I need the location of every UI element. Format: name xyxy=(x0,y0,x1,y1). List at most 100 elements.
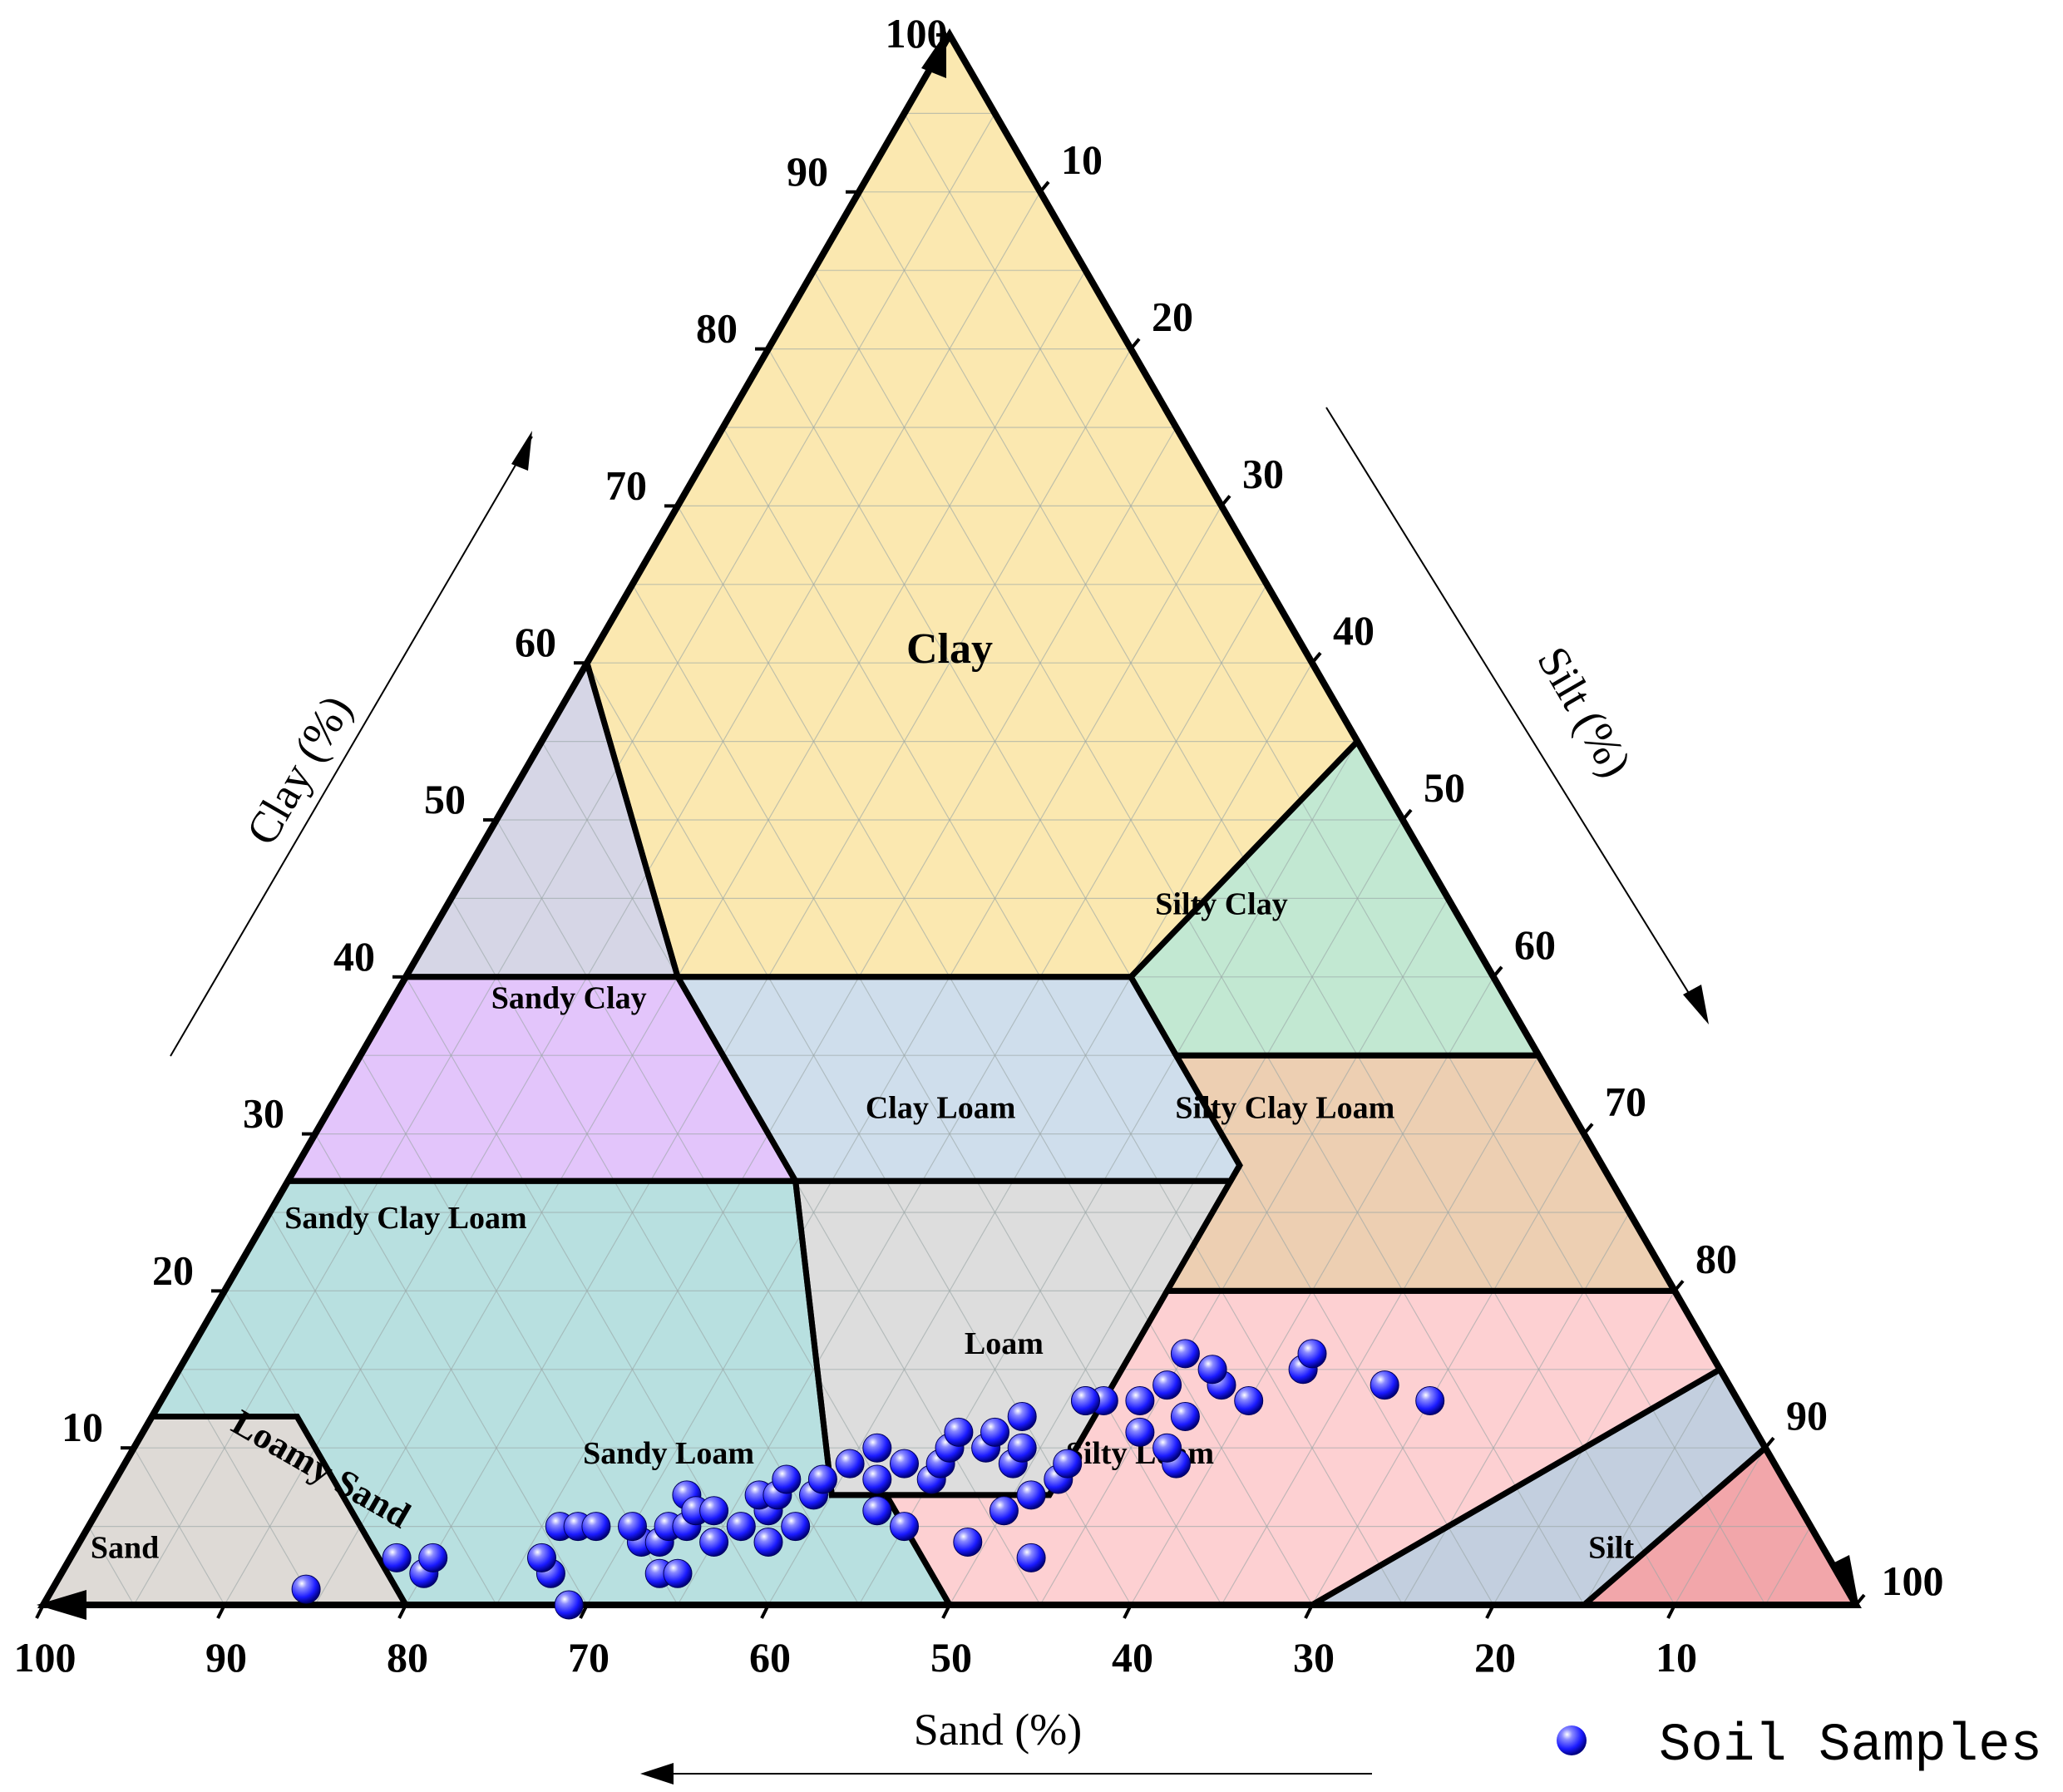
sand-tick-label: 30 xyxy=(1293,1634,1335,1681)
silt-tick-label: 100 xyxy=(1882,1558,1944,1604)
sample-point xyxy=(980,1417,1009,1447)
silt-axis-title: Silt (%) xyxy=(1528,639,1641,786)
sample-point xyxy=(835,1449,865,1479)
region-label-loam: Loam xyxy=(965,1326,1044,1361)
sample-point xyxy=(862,1464,892,1494)
sand-tick-mark xyxy=(760,1604,770,1619)
clay-tick-label: 50 xyxy=(424,776,466,822)
sample-point xyxy=(1197,1355,1227,1385)
sample-point xyxy=(944,1417,974,1447)
grid-line-sand xyxy=(314,1133,588,1606)
silt-tick-mark xyxy=(1673,1280,1685,1292)
silt-tick-mark xyxy=(1310,651,1322,664)
region-label-clay-loam: Clay Loam xyxy=(866,1091,1016,1126)
sample-point xyxy=(663,1558,693,1588)
grid-line-silt xyxy=(496,427,1177,1606)
region-label-sand: Sand xyxy=(91,1530,159,1565)
region-sandy-clay-loam xyxy=(1167,1055,1675,1291)
sample-point xyxy=(862,1433,892,1463)
sample-point xyxy=(1125,1417,1155,1447)
grid-line-sand xyxy=(87,1526,135,1606)
grid-line-silt xyxy=(314,269,1087,1606)
grid-line-silt xyxy=(949,819,1404,1606)
sample-point xyxy=(1234,1386,1264,1416)
sample-point xyxy=(699,1496,729,1526)
sand-tick-label: 90 xyxy=(205,1634,247,1681)
clay-tick-label: 100 xyxy=(886,10,948,57)
sand-tick-label: 40 xyxy=(1112,1634,1153,1681)
sample-point xyxy=(382,1543,412,1572)
legend-label: Soil Samples xyxy=(1659,1716,2042,1776)
clay-tick-label: 30 xyxy=(243,1090,284,1137)
silt-tick-mark xyxy=(1764,1436,1775,1449)
sample-point xyxy=(1007,1433,1037,1463)
grid-line-sand xyxy=(812,269,1585,1606)
grid-line-silt xyxy=(677,584,1268,1606)
sand-tick-mark xyxy=(1123,1604,1133,1619)
sand-tick-mark xyxy=(35,1604,45,1619)
sand-tick-label: 50 xyxy=(930,1634,972,1681)
silt-tick-label: 20 xyxy=(1152,294,1193,340)
silt-tick-mark xyxy=(1492,965,1503,979)
clay-axis-arrowhead xyxy=(921,32,946,78)
clay-axis-title: Clay (%) xyxy=(236,687,361,853)
sample-point xyxy=(890,1449,919,1479)
sand-tick-mark xyxy=(1485,1604,1495,1619)
sample-point xyxy=(699,1527,729,1557)
region-label-sandy-loam: Sandy Loam xyxy=(583,1436,754,1471)
grid-line-silt xyxy=(1764,1526,1812,1606)
sand-axis-title-group: Sand (%) xyxy=(640,1705,1372,1785)
sand-tick-label: 100 xyxy=(14,1634,76,1681)
sand-tick-mark xyxy=(1666,1604,1676,1619)
grid-line-silt xyxy=(1221,1054,1540,1606)
grid-line-sand xyxy=(359,1054,679,1606)
region-silty-clay-loam xyxy=(288,976,796,1182)
sample-point xyxy=(1016,1543,1046,1572)
sample-point xyxy=(1053,1449,1083,1479)
sand-tick-mark xyxy=(941,1604,951,1619)
sand-tick-mark xyxy=(216,1604,226,1619)
sample-point xyxy=(618,1512,647,1542)
region-label-sandy-clay: Sandy Clay xyxy=(491,981,647,1016)
sample-point xyxy=(1152,1433,1182,1463)
silt-tick-label: 30 xyxy=(1242,450,1284,496)
grid-line-silt xyxy=(133,113,996,1606)
silt-tick-label: 60 xyxy=(1514,921,1556,968)
sample-point xyxy=(862,1496,892,1526)
sample-point xyxy=(554,1590,584,1620)
silt-tick-mark xyxy=(1129,338,1141,350)
silt-tick-label: 70 xyxy=(1605,1079,1646,1125)
sample-point xyxy=(726,1512,756,1542)
legend: Soil Samples xyxy=(1557,1716,2042,1776)
silt-tick-mark xyxy=(1582,1123,1594,1135)
region-label-silt: Silt xyxy=(1588,1530,1634,1565)
sample-point xyxy=(1170,1339,1200,1369)
grid-line-sand xyxy=(903,113,1766,1606)
silt-tick-mark xyxy=(1220,495,1231,507)
sample-point xyxy=(1125,1386,1155,1416)
silt-tick-label: 50 xyxy=(1424,764,1465,811)
silt-axis-arrowhead xyxy=(1833,1555,1859,1608)
sample-point xyxy=(753,1527,783,1557)
grid-line-silt xyxy=(1311,1133,1585,1606)
clay-tick-label: 80 xyxy=(696,305,738,352)
sand-axis-title: Sand (%) xyxy=(914,1705,1082,1755)
silt-tick-label: 80 xyxy=(1695,1235,1737,1281)
silt-tick-mark xyxy=(1401,808,1413,822)
sample-point xyxy=(807,1464,837,1494)
sample-point xyxy=(1007,1401,1037,1431)
sand-tick-mark xyxy=(1304,1604,1314,1619)
sand-tick-mark xyxy=(397,1604,407,1619)
soil-sample-points xyxy=(291,1339,1445,1620)
sample-point xyxy=(1415,1386,1445,1416)
sand-tick-label: 80 xyxy=(387,1634,428,1681)
sample-point xyxy=(1370,1370,1399,1400)
sample-point xyxy=(581,1512,611,1542)
tick-labels: 100 90 80 70 60 50 40 30 20 10 10 20 30 40 50 60 70 80 90 1… xyxy=(14,10,1944,1681)
region-silt xyxy=(43,1416,406,1605)
grid-line-silt xyxy=(1583,1369,1721,1606)
grid-line-silt xyxy=(1402,1212,1631,1606)
sample-point xyxy=(890,1512,919,1542)
sample-point xyxy=(953,1527,983,1557)
clay-tick-label: 20 xyxy=(152,1247,194,1293)
